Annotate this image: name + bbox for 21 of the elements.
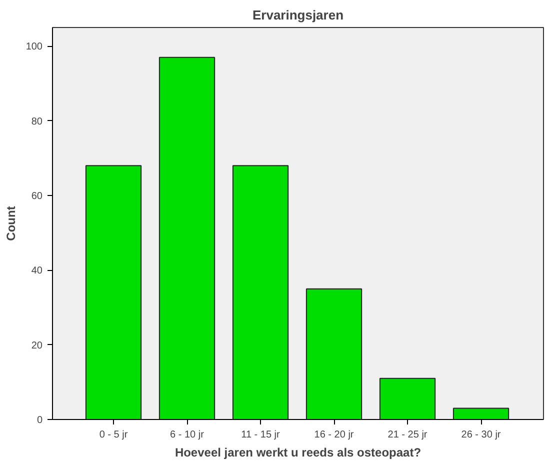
x-tick-label: 0 - 5 jr — [99, 430, 128, 440]
y-tick-label: 40 — [31, 266, 43, 277]
y-tick-label: 100 — [26, 42, 43, 53]
x-tick-label: 6 - 10 jr — [170, 430, 205, 440]
x-tick-label: 11 - 15 jr — [241, 430, 281, 440]
x-axis-title: Hoeveel jaren werkt u reeds als osteopaat? — [174, 446, 422, 460]
chart-title: Ervaringsjaren — [252, 8, 344, 22]
bar — [232, 165, 289, 420]
y-tick-label: 0 — [36, 415, 43, 426]
y-tick-label: 80 — [31, 116, 43, 128]
bar — [158, 56, 216, 420]
y-tick-label: 20 — [31, 340, 43, 352]
x-tick-label: 16 - 20 jr — [314, 430, 354, 440]
y-tick-label: 60 — [31, 191, 43, 202]
bar — [452, 408, 510, 420]
bar — [379, 378, 436, 420]
bar — [85, 165, 142, 420]
x-tick-label: 21 - 25 jr — [388, 430, 428, 440]
x-tick-label: 26 - 30 jr — [461, 430, 502, 440]
bar — [306, 288, 362, 420]
y-axis-title: Count — [4, 206, 18, 241]
